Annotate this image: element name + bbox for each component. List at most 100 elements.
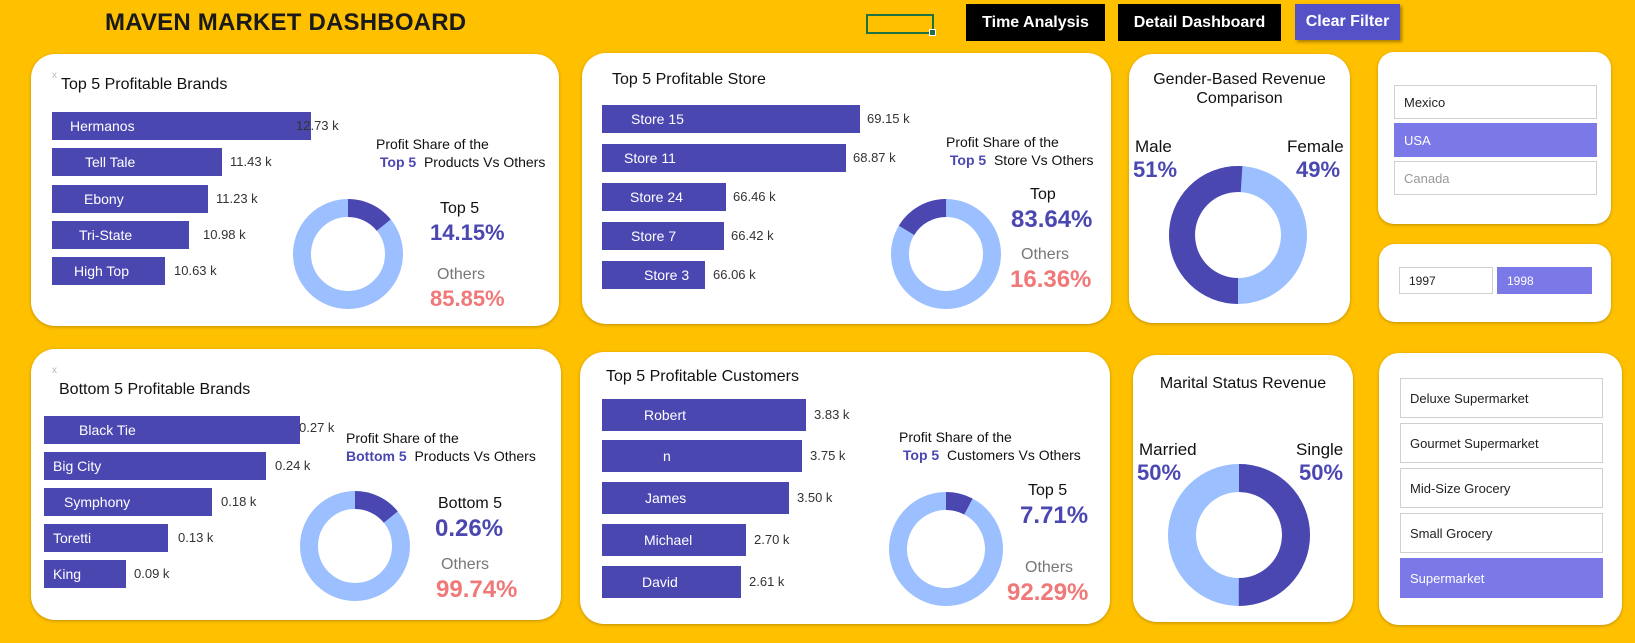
donut-chart bbox=[293, 199, 403, 309]
bar-value: 0.27 k bbox=[299, 420, 335, 435]
donut-chart bbox=[891, 199, 1001, 309]
slicer-item-gourmet-supermarket[interactable]: Gourmet Supermarket bbox=[1400, 423, 1603, 463]
others-label: Others bbox=[437, 266, 486, 283]
card-title: Top 5 Profitable Customers bbox=[606, 368, 799, 385]
male-pct: 51% bbox=[1133, 157, 1178, 182]
slicer-item-small-grocery[interactable]: Small Grocery bbox=[1400, 513, 1603, 553]
top-customers-card: Top 5 Profitable Customers Robert 3.83 k… bbox=[580, 352, 1110, 624]
bar: Store 7 bbox=[602, 222, 724, 250]
male-label: Male bbox=[1135, 137, 1172, 156]
bar-value: 3.50 k bbox=[797, 490, 833, 505]
bar-value: 68.87 k bbox=[853, 150, 896, 165]
bar-value: 0.24 k bbox=[275, 458, 311, 473]
card-title: Bottom 5 Profitable Brands bbox=[59, 381, 251, 398]
bottom-brands-card: x Bottom 5 Profitable Brands Black Tie 0… bbox=[31, 349, 561, 620]
donut-chart bbox=[889, 492, 1003, 606]
bar-value: 0.18 k bbox=[221, 494, 257, 509]
others-pct: 85.85% bbox=[430, 286, 505, 311]
slicer-item-1998[interactable]: 1998 bbox=[1497, 267, 1592, 294]
clear-filter-button[interactable]: Clear Filter bbox=[1295, 4, 1400, 40]
others-label: Others bbox=[441, 556, 490, 573]
gender-card: Gender-Based Revenue Comparison Male 51%… bbox=[1129, 54, 1350, 323]
bar: Ebony bbox=[52, 185, 208, 213]
others-label: Others bbox=[1021, 246, 1070, 263]
bar-value: 11.43 k bbox=[230, 154, 272, 169]
time-analysis-button[interactable]: Time Analysis bbox=[966, 4, 1105, 41]
card-title: Top 5 Profitable Store bbox=[612, 71, 766, 88]
top-pct: 7.71% bbox=[1020, 502, 1089, 529]
bar: Store 3 bbox=[602, 261, 705, 289]
bar-value: 3.75 k bbox=[810, 448, 846, 463]
slicer-item-mid-size-grocery[interactable]: Mid-Size Grocery bbox=[1400, 468, 1603, 508]
slicer-item-1997[interactable]: 1997 bbox=[1399, 267, 1493, 294]
card-title: Gender-Based Revenue Comparison bbox=[1153, 71, 1326, 107]
married-pct: 50% bbox=[1137, 460, 1182, 485]
bar: King bbox=[44, 560, 126, 588]
bar-value: 10.98 k bbox=[203, 227, 246, 242]
slicer-item-canada[interactable]: Canada bbox=[1394, 161, 1597, 195]
bar: Store 15 bbox=[602, 105, 860, 133]
bar: Symphony bbox=[44, 488, 212, 516]
top-pct: 14.15% bbox=[430, 220, 505, 245]
bottom-label: Bottom 5 bbox=[438, 495, 503, 512]
others-pct: 99.74% bbox=[436, 576, 518, 603]
top-stores-card: Top 5 Profitable Store Store 15 69.15 k … bbox=[582, 53, 1111, 324]
female-label: Female bbox=[1287, 137, 1344, 156]
others-pct: 92.29% bbox=[1007, 579, 1089, 606]
slicer-item-supermarket[interactable]: Supermarket bbox=[1400, 558, 1603, 598]
bar: Robert bbox=[602, 399, 806, 431]
bar-value: 0.13 k bbox=[178, 530, 214, 545]
top-label: Top bbox=[1030, 186, 1056, 203]
bar-value: 69.15 k bbox=[867, 111, 910, 126]
top-label: Top 5 bbox=[440, 200, 480, 217]
close-icon[interactable]: x bbox=[52, 365, 57, 376]
slicer-item-usa[interactable]: USA bbox=[1394, 123, 1597, 157]
bar-value: 66.06 k bbox=[713, 267, 756, 282]
slicer-item-mexico[interactable]: Mexico bbox=[1394, 85, 1597, 119]
country-slicer: Mexico USA Canada bbox=[1378, 52, 1611, 224]
bar: High Top bbox=[52, 257, 165, 285]
card-title: Marital Status Revenue bbox=[1159, 375, 1327, 392]
bar-value: 2.70 k bbox=[754, 532, 790, 547]
top-label: Top 5 bbox=[1028, 482, 1068, 499]
bar: Big City bbox=[44, 452, 266, 480]
bar: David bbox=[602, 566, 741, 598]
bar-value: 3.83 k bbox=[814, 407, 850, 422]
bar: Store 24 bbox=[602, 183, 726, 211]
bar: Tri-State bbox=[52, 221, 189, 249]
share-caption: Profit Share of the Top 5 Products Vs Ot… bbox=[376, 136, 546, 170]
store-type-slicer: Deluxe Supermarket Gourmet Supermarket M… bbox=[1379, 353, 1622, 625]
bar-value: 11.23 k bbox=[216, 191, 258, 206]
top-brands-card: x Top 5 Profitable Brands Hermanos 12.73… bbox=[31, 54, 559, 326]
bar: James bbox=[602, 482, 789, 514]
single-pct: 50% bbox=[1299, 460, 1344, 485]
detail-dashboard-button[interactable]: Detail Dashboard bbox=[1118, 4, 1281, 41]
bar-value: 0.09 k bbox=[134, 566, 170, 581]
bar: Tell Tale bbox=[52, 148, 222, 176]
marital-card: Marital Status Revenue Married 50% Singl… bbox=[1133, 355, 1353, 622]
donut-chart bbox=[300, 491, 410, 601]
dashboard-title: MAVEN MARKET DASHBOARD bbox=[105, 9, 467, 36]
slicer-item-deluxe-supermarket[interactable]: Deluxe Supermarket bbox=[1400, 378, 1603, 418]
selected-cell[interactable] bbox=[866, 14, 936, 36]
close-icon[interactable]: x bbox=[52, 70, 57, 81]
married-label: Married bbox=[1139, 440, 1197, 459]
share-caption: Profit Share of the Bottom 5 Products Vs… bbox=[346, 430, 536, 464]
share-caption: Profit Share of the Top 5 Customers Vs O… bbox=[899, 429, 1081, 463]
others-label: Others bbox=[1025, 559, 1074, 576]
others-pct: 16.36% bbox=[1010, 266, 1092, 293]
bar-value: 66.46 k bbox=[733, 189, 776, 204]
single-label: Single bbox=[1296, 440, 1344, 459]
bar: Hermanos bbox=[52, 112, 311, 140]
bar-value: 12.73 k bbox=[296, 118, 339, 133]
bar-value: 66.42 k bbox=[731, 228, 774, 243]
bar: Michael bbox=[602, 524, 746, 556]
bar: Black Tie bbox=[44, 416, 300, 444]
donut-chart bbox=[1168, 464, 1310, 606]
card-title: Top 5 Profitable Brands bbox=[61, 76, 228, 93]
bar: n bbox=[602, 440, 802, 472]
bar-value: 2.61 k bbox=[749, 574, 785, 589]
share-caption: Profit Share of the Top 5 Store Vs Other… bbox=[946, 134, 1094, 168]
year-slicer: 1997 1998 bbox=[1379, 244, 1611, 322]
top-pct: 83.64% bbox=[1011, 206, 1093, 233]
